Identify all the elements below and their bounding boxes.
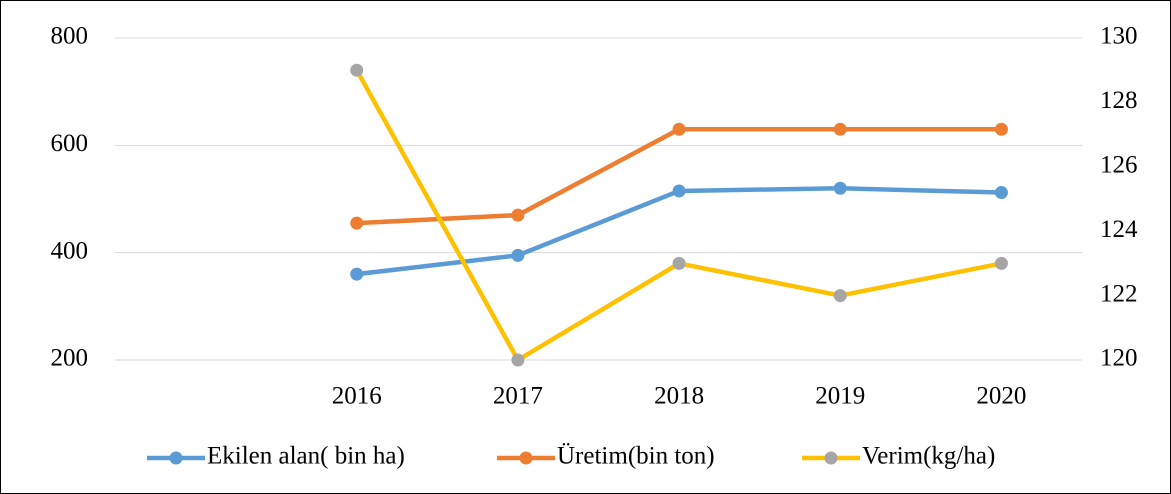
legend-marker xyxy=(169,451,183,465)
y-tick-label: 600 xyxy=(51,130,89,157)
y2-tick-label: 124 xyxy=(1100,216,1138,243)
y2-tick-label: 126 xyxy=(1100,152,1138,179)
x-tick-label: 2019 xyxy=(815,383,865,410)
marker xyxy=(350,216,364,230)
marker xyxy=(833,122,847,136)
marker xyxy=(511,208,525,222)
y2-tick-label: 122 xyxy=(1100,280,1138,307)
x-tick-label: 2018 xyxy=(654,383,704,410)
marker xyxy=(511,248,525,262)
marker xyxy=(350,63,364,77)
y-tick-label: 800 xyxy=(51,23,89,50)
y-tick-label: 400 xyxy=(51,237,89,264)
y2-tick-label: 130 xyxy=(1100,23,1138,50)
y2-tick-label: 128 xyxy=(1100,87,1138,114)
y2-tick-label: 120 xyxy=(1100,345,1138,372)
legend-label: Verim(kg/ha) xyxy=(862,443,995,470)
legend-label: Ekilen alan( bin ha) xyxy=(207,443,405,470)
legend-marker xyxy=(519,451,533,465)
x-tick-label: 2016 xyxy=(332,383,382,410)
marker xyxy=(511,353,525,367)
marker xyxy=(672,256,686,270)
marker xyxy=(833,289,847,303)
x-tick-label: 2017 xyxy=(493,383,543,410)
marker xyxy=(350,267,364,281)
marker xyxy=(833,181,847,195)
y-tick-label: 200 xyxy=(51,345,89,372)
marker xyxy=(994,186,1008,200)
marker xyxy=(672,184,686,198)
marker xyxy=(994,256,1008,270)
legend-label: Üretim(bin ton) xyxy=(557,443,715,470)
x-tick-label: 2020 xyxy=(976,383,1026,410)
marker xyxy=(994,122,1008,136)
legend-marker xyxy=(824,451,838,465)
marker xyxy=(672,122,686,136)
